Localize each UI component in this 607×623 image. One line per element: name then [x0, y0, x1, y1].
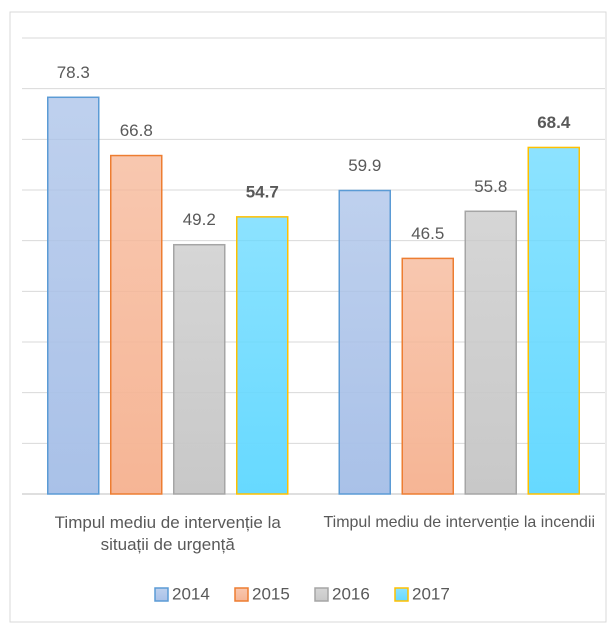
x-tick-label: Timpul mediu de intervenție la incendii	[323, 514, 596, 531]
bar	[338, 189, 391, 495]
legend-swatch	[394, 587, 409, 602]
data-label: 46.5	[411, 224, 444, 243]
data-label: 68.4	[537, 113, 571, 132]
data-label: 59.9	[348, 156, 381, 175]
legend-swatch	[314, 587, 329, 602]
bar	[173, 243, 226, 495]
bar	[110, 154, 163, 495]
bar	[47, 96, 100, 495]
data-label: 78.3	[57, 63, 90, 82]
legend-label: 2016	[332, 584, 370, 603]
legend-label: 2014	[172, 584, 210, 603]
legend-swatch	[234, 587, 249, 602]
chart-frame	[9, 11, 607, 623]
data-label: 49.2	[183, 210, 216, 229]
bar	[527, 146, 580, 495]
bar	[464, 210, 517, 495]
bar	[401, 257, 454, 495]
bar	[236, 216, 289, 495]
x-tick-label: Timpul mediu de intervenție la situații …	[54, 513, 281, 554]
legend-label: 2015	[252, 584, 290, 603]
legend-label: 2017	[412, 584, 450, 603]
legend-swatch	[154, 587, 169, 602]
data-label: 54.7	[246, 182, 279, 201]
data-label: 55.8	[474, 177, 507, 196]
data-label: 66.8	[120, 121, 153, 140]
